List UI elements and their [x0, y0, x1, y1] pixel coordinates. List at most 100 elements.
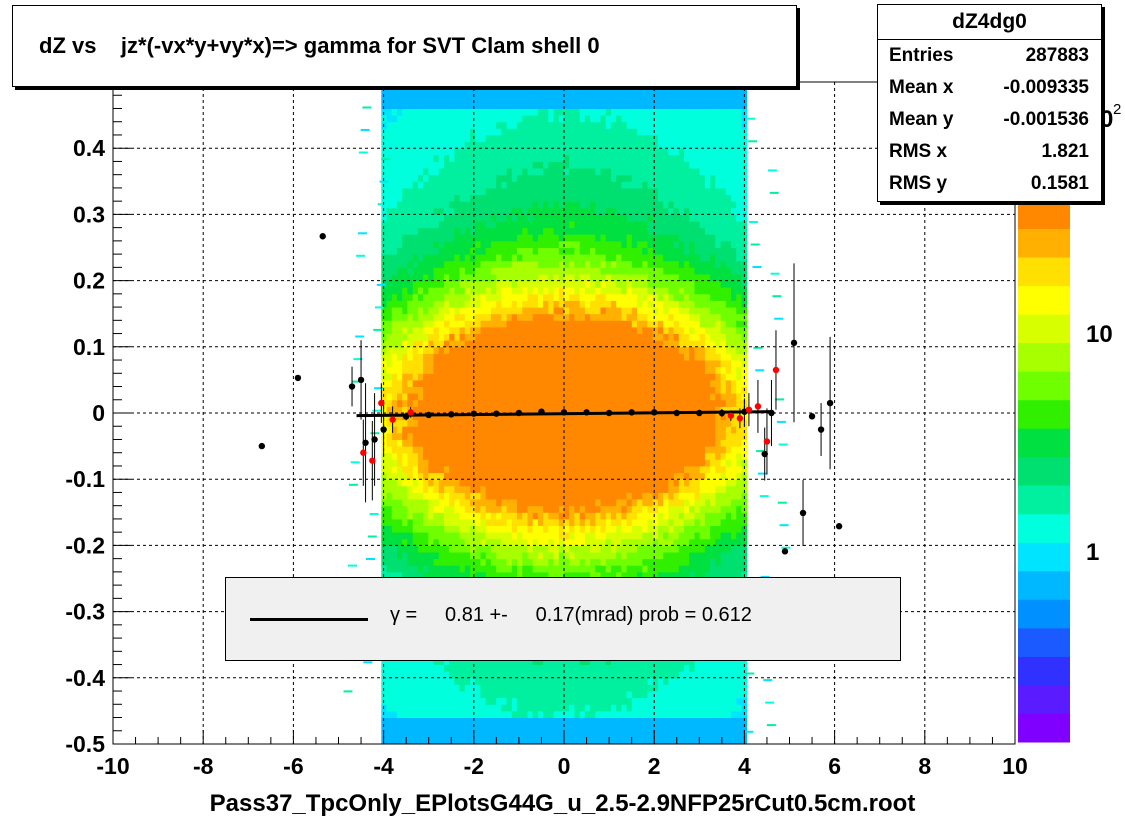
- heatmap-cell: [397, 552, 403, 560]
- heatmap-cell: [511, 717, 518, 725]
- heatmap-cell: [611, 148, 617, 156]
- heatmap-cell: [412, 247, 419, 255]
- heatmap-cell: [558, 393, 565, 401]
- heatmap-cell: [537, 419, 544, 427]
- heatmap-cell: [397, 466, 403, 474]
- heatmap-cell: [386, 207, 393, 215]
- heatmap-cell: [579, 280, 586, 288]
- heatmap-cell: [532, 406, 539, 414]
- heatmap-cell: [574, 366, 581, 374]
- heatmap-cell: [626, 545, 633, 553]
- heatmap-cell: [454, 684, 461, 692]
- heatmap-cell: [584, 333, 591, 341]
- heatmap-cell: [386, 730, 393, 738]
- heatmap-cell: [611, 538, 617, 546]
- heatmap-cell: [438, 108, 445, 116]
- heatmap-cell: [543, 657, 549, 665]
- heatmap-cell: [449, 101, 455, 109]
- heatmap-cell: [470, 320, 476, 328]
- heatmap-cell: [449, 333, 455, 341]
- heatmap-cell: [548, 346, 554, 354]
- heatmap-cell: [480, 128, 487, 136]
- heatmap-cell: [485, 181, 492, 189]
- heatmap-cell: [485, 664, 492, 672]
- heatmap-cell: [543, 333, 549, 341]
- heatmap-cell: [595, 558, 601, 566]
- heatmap-cell: [496, 313, 502, 321]
- heatmap-cell: [631, 201, 638, 209]
- heatmap-cell: [480, 148, 487, 156]
- heatmap-cell: [579, 135, 586, 143]
- heatmap-cell: [605, 307, 612, 315]
- heatmap-cell: [605, 704, 612, 712]
- heatmap-cell: [626, 88, 633, 96]
- heatmap-cell: [470, 664, 476, 672]
- heatmap-cell: [532, 399, 539, 407]
- heatmap-cell: [590, 565, 596, 573]
- heatmap-cell: [485, 293, 492, 301]
- heatmap-cell: [537, 214, 544, 222]
- heatmap-cell: [397, 201, 403, 209]
- heatmap-cell: [475, 717, 481, 725]
- heatmap-cell: [631, 333, 638, 341]
- heatmap-cell: [595, 505, 601, 513]
- heatmap-cell: [637, 704, 643, 712]
- heatmap-cell: [511, 168, 518, 176]
- heatmap-cell: [511, 267, 518, 275]
- heatmap-cell: [485, 353, 492, 361]
- heatmap-cell: [511, 307, 518, 315]
- heatmap-cell: [417, 293, 424, 301]
- heatmap-cell: [433, 512, 440, 520]
- heatmap-cell: [574, 174, 581, 182]
- heatmap-cell: [386, 326, 393, 334]
- heatmap-cell: [480, 340, 487, 348]
- heatmap-cell: [454, 207, 461, 215]
- heatmap-cell: [611, 710, 617, 718]
- heatmap-cell: [595, 671, 601, 679]
- heatmap-cell: [584, 472, 591, 480]
- heatmap-cell: [386, 135, 393, 143]
- heatmap-cell: [386, 194, 393, 202]
- heatmap-cell: [402, 724, 408, 732]
- heatmap-cell: [428, 240, 434, 248]
- heatmap-cell: [584, 399, 591, 407]
- heatmap-cell: [433, 300, 440, 308]
- heatmap-cell: [490, 446, 497, 454]
- heatmap-cell: [386, 499, 393, 507]
- heatmap-cell: [579, 730, 586, 738]
- heatmap-cell: [631, 657, 638, 665]
- heatmap-cell: [595, 320, 601, 328]
- heatmap-cell: [402, 485, 408, 493]
- heatmap-cell: [637, 558, 643, 566]
- heatmap-cell: [517, 187, 523, 195]
- heatmap-cell: [600, 684, 607, 692]
- heatmap-cell: [626, 459, 633, 467]
- heatmap-cell: [381, 227, 387, 235]
- heatmap-cell: [501, 518, 508, 526]
- heatmap-cell: [397, 340, 403, 348]
- heatmap-cell: [584, 691, 591, 699]
- heatmap-cell: [626, 664, 633, 672]
- heatmap-cell: [433, 393, 440, 401]
- heatmap-cell: [527, 267, 534, 275]
- heatmap-cell: [579, 717, 586, 725]
- heatmap-cell: [611, 115, 617, 123]
- heatmap-cell: [391, 704, 398, 712]
- heatmap-cell: [470, 194, 476, 202]
- heatmap-cell: [543, 730, 549, 738]
- heatmap-cell: [637, 452, 643, 460]
- heatmap-cell: [381, 717, 387, 725]
- heatmap-cell: [626, 452, 633, 460]
- heatmap-cell: [548, 439, 554, 447]
- heatmap-cell: [459, 406, 466, 414]
- heatmap-cell: [485, 148, 492, 156]
- heatmap-cell: [584, 300, 591, 308]
- heatmap-cell: [454, 525, 461, 533]
- heatmap-cell: [564, 148, 570, 156]
- heatmap-cell: [438, 88, 445, 96]
- heatmap-cell: [423, 360, 429, 368]
- heatmap-cell: [517, 174, 523, 182]
- heatmap-cell: [537, 525, 544, 533]
- heatmap-cell: [449, 181, 455, 189]
- heatmap-cell: [584, 326, 591, 334]
